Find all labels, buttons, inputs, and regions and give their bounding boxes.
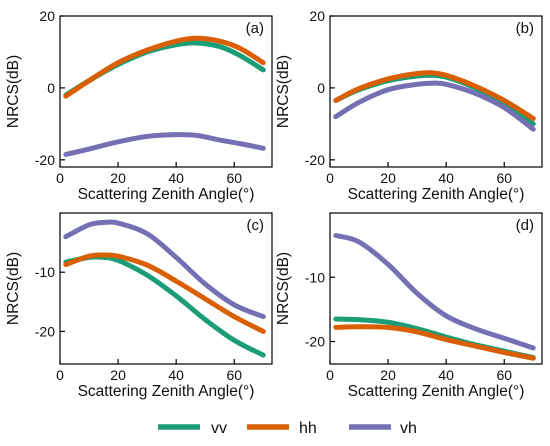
panel-a-series-vv [63, 40, 266, 98]
panel-a-xtick-label: 0 [56, 170, 64, 186]
panel-b-ytick-label: -20 [305, 152, 325, 168]
panel-c-xtick-label: 60 [226, 367, 242, 383]
panel-d-ylabel: NRCS(dB) [275, 252, 292, 325]
panel-a-ylabel: NRCS(dB) [5, 55, 22, 128]
panel-d-panel-label: (d) [516, 217, 534, 234]
panel-d-xtick-label: 0 [326, 367, 334, 383]
panel-b-xtick-label: 20 [380, 170, 396, 186]
panel-b-series-hh [333, 70, 536, 121]
panel-a-series-hh [63, 35, 266, 99]
panel-c-frame [59, 212, 273, 365]
panel-d-xtick-label: 60 [496, 367, 512, 383]
legend-label-vh: vh [400, 420, 417, 437]
panel-a-xtick-label: 20 [110, 170, 126, 186]
panel-c-ylabel: NRCS(dB) [5, 252, 22, 325]
panel-d-xtick-label: 40 [438, 367, 454, 383]
panel-b-frame [329, 15, 543, 168]
legend: vv hh vh [158, 420, 417, 437]
panel-b-ytick-label: 0 [317, 80, 325, 96]
panel-a-ytick-label: -20 [35, 152, 55, 168]
panel-d-frame [329, 212, 543, 365]
panel-d: 0 20 40 60 -20 -10 Scattering Zenith Angle(°) N… [275, 212, 543, 400]
panel-d-ytick-label: -20 [305, 334, 325, 350]
panel-a-xtick-label: 60 [226, 170, 242, 186]
panel-a-xlabel: Scattering Zenith Angle(°) [78, 186, 255, 203]
panel-b-ylabel: NRCS(dB) [275, 55, 292, 128]
panel-a-xtick-label: 40 [168, 170, 184, 186]
panel-c-ytick-label: -20 [35, 323, 55, 339]
panel-c-series-hh [63, 252, 266, 334]
panel-b-xtick-label: 0 [326, 170, 334, 186]
panel-b-ytick-label: 20 [309, 8, 325, 24]
panel-b-xlabel: Scattering Zenith Angle(°) [348, 186, 525, 203]
panel-d-ytick-label: -10 [305, 269, 325, 285]
panel-d-xlabel: Scattering Zenith Angle(°) [348, 383, 525, 400]
panel-c-panel-label: (c) [247, 217, 265, 234]
panel-a-panel-label: (a) [246, 20, 264, 37]
panel-d-series-vh [333, 232, 536, 351]
panel-c-xlabel: Scattering Zenith Angle(°) [78, 383, 255, 400]
legend-label-hh: hh [299, 420, 317, 437]
panel-b-xtick-label: 40 [438, 170, 454, 186]
panel-b-series-vh [333, 80, 536, 132]
panel-a-series-vh [63, 132, 266, 157]
panel-d-xtick-label: 20 [380, 367, 396, 383]
panel-c-xtick-label: 0 [56, 367, 64, 383]
panel-a-ytick-label: 20 [39, 8, 55, 24]
panel-c-xtick-label: 20 [110, 367, 126, 383]
panel-a-frame [59, 15, 273, 168]
panel-b-panel-label: (b) [516, 20, 534, 37]
panel-c-ytick-label: -10 [35, 264, 55, 280]
panel-b-xtick-label: 60 [496, 170, 512, 186]
panel-a-ytick-label: 0 [47, 80, 55, 96]
panel-c-series-vh [63, 219, 266, 320]
panel-d-series-hh [333, 324, 536, 361]
panel-c-xtick-label: 40 [168, 367, 184, 383]
legend-label-vv: vv [211, 420, 227, 437]
panel-c: 0 20 40 60 -20 -10 Scattering Zenith Angle(°) N… [5, 212, 273, 400]
